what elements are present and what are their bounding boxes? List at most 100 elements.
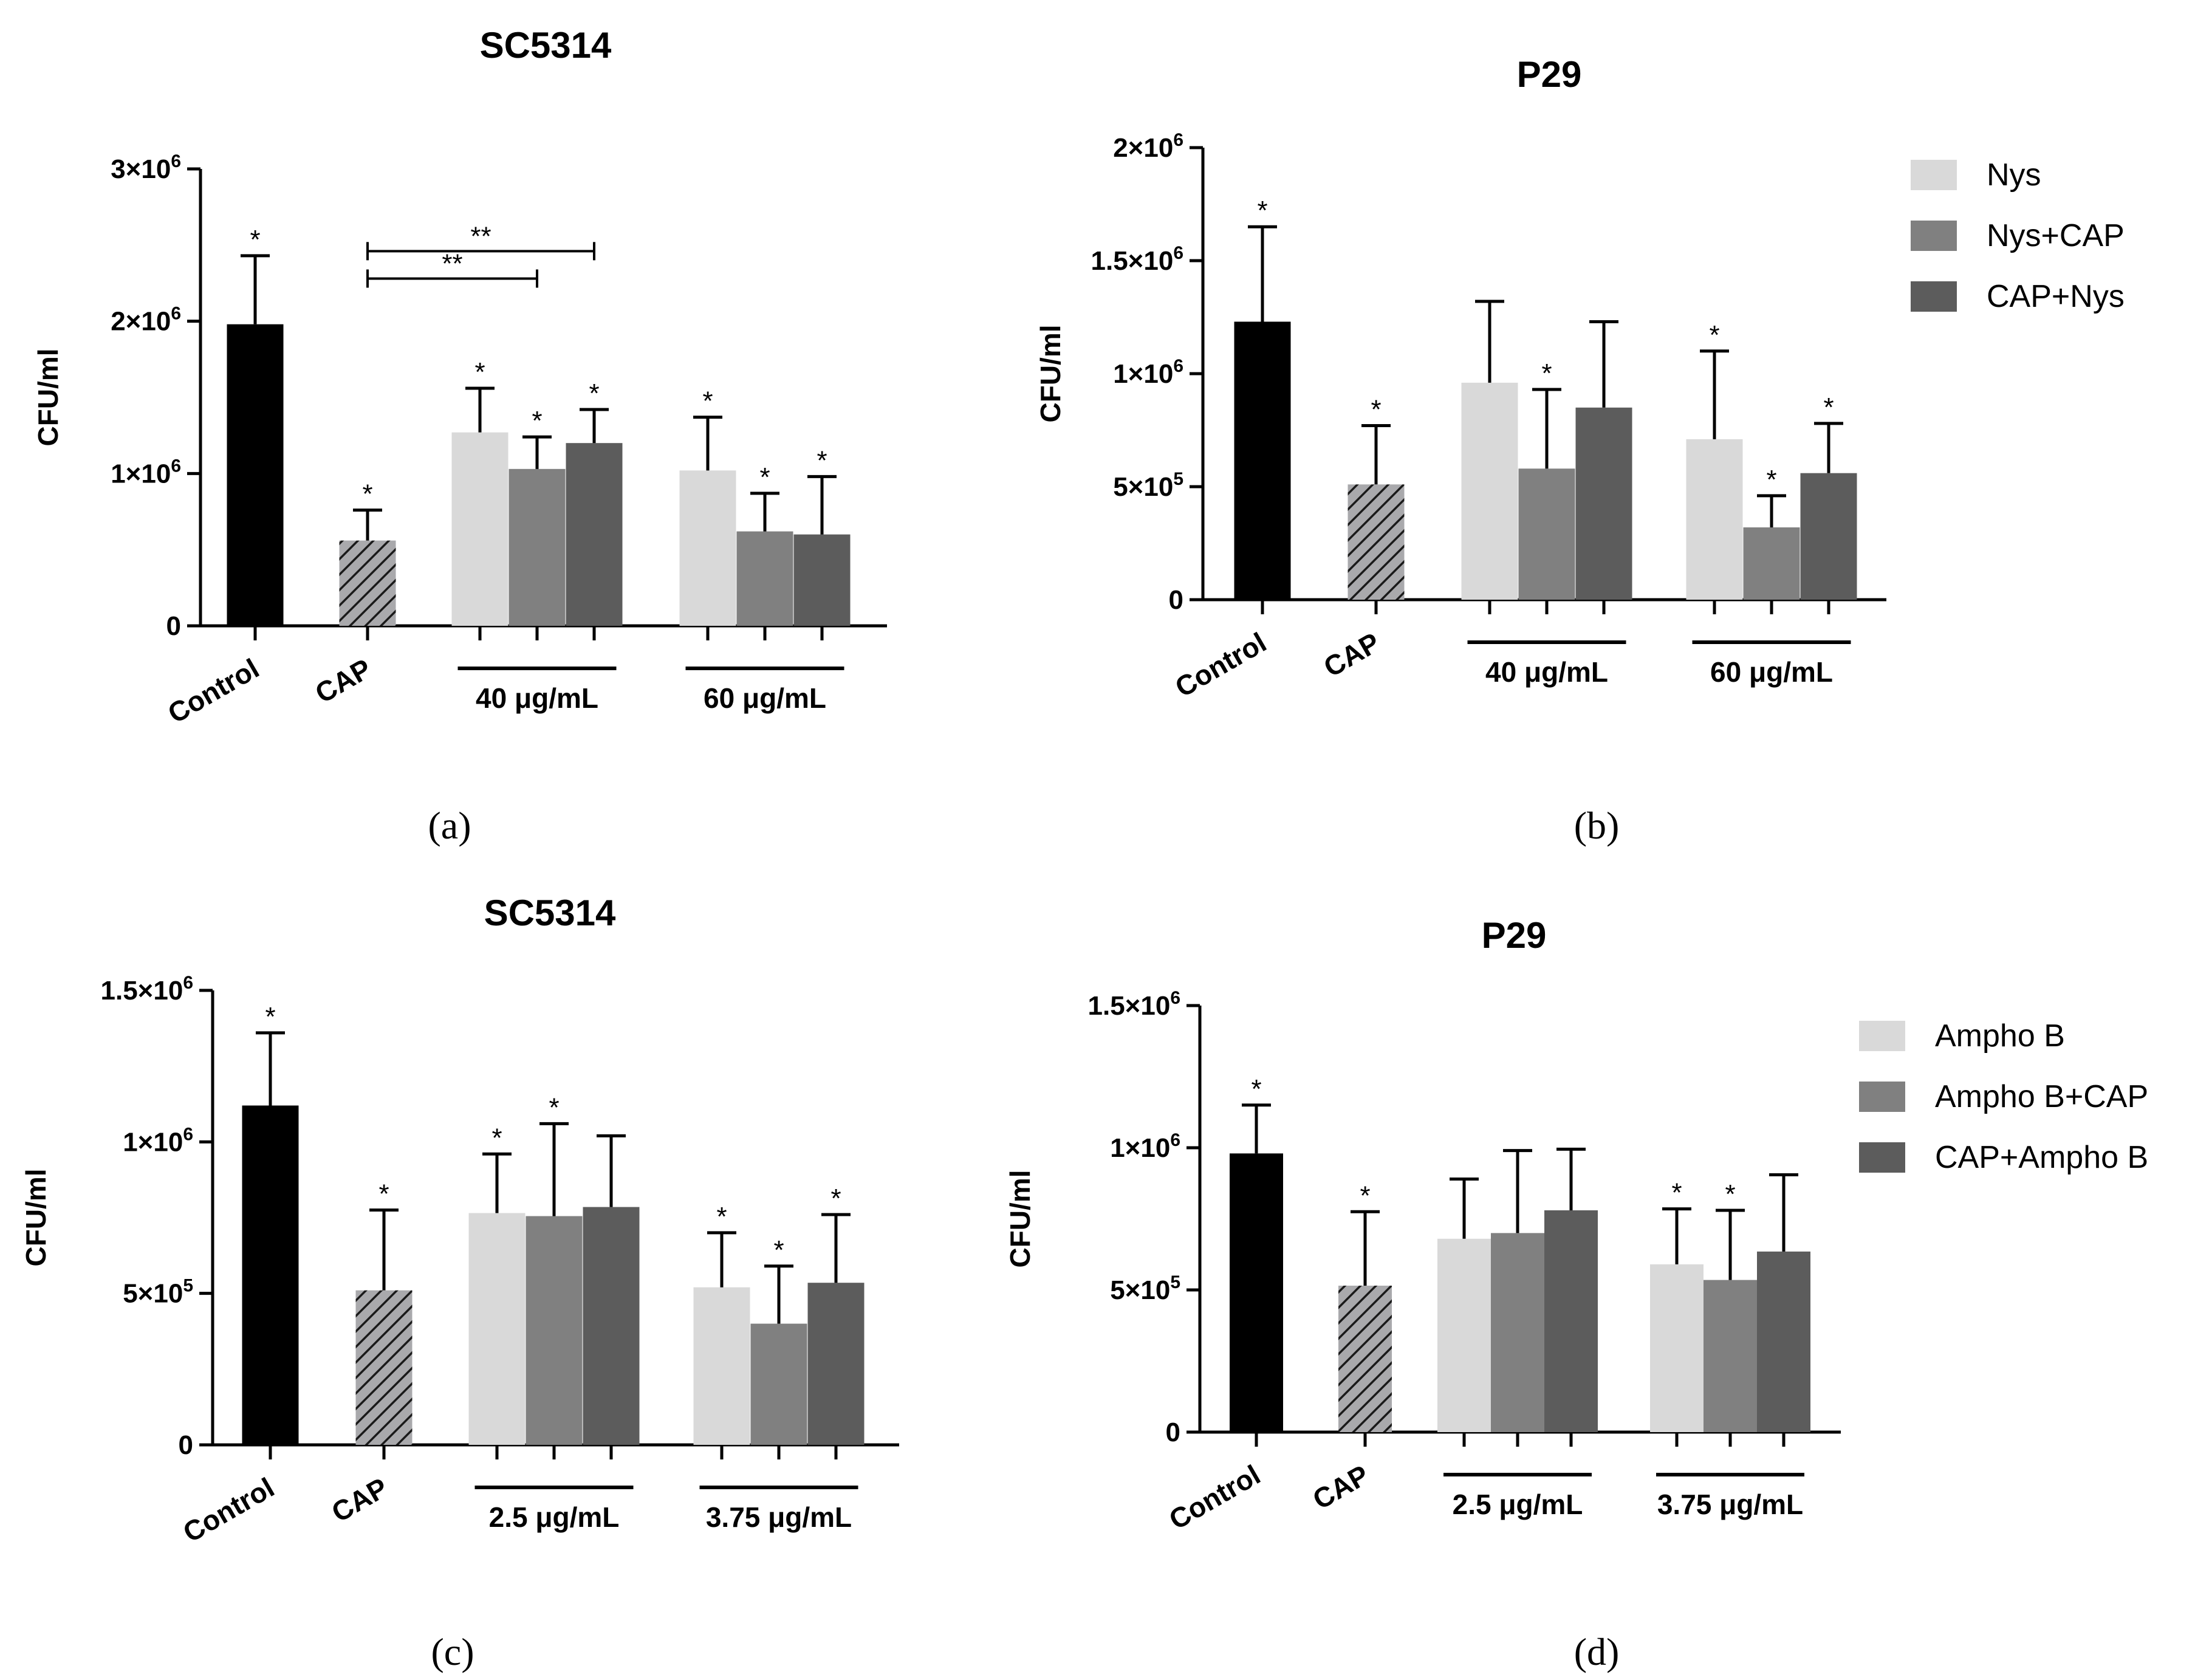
chart-title: P29 <box>1482 915 1547 956</box>
control-significance-star: * <box>1257 196 1267 225</box>
panel-d: P29 CFU/ml 0 5×105 1×106 1.5×106 * Control * CAP 2… <box>1004 915 2148 1535</box>
group2-ampho-b-cap-bar <box>1704 1280 1757 1432</box>
group1-cap-ampho-b-bar <box>583 1207 640 1445</box>
group2-ampho-b-cap-significance-star: * <box>1725 1179 1735 1209</box>
y-tick-label: 1×106 <box>1113 356 1183 389</box>
group1-nys-cap-bar <box>509 468 566 626</box>
group2-cap-nys-significance-star: * <box>817 445 827 475</box>
legend-label: Nys <box>1987 157 2041 193</box>
group1-nys-bar <box>451 432 509 626</box>
group2-nys-bar <box>1686 439 1743 600</box>
legend-label: Nys+CAP <box>1987 218 2125 253</box>
group2-nys-cap-bar <box>1743 527 1800 600</box>
panel-c: SC5314 CFU/ml 0 5×105 1×106 1.5×106 * Control * C… <box>20 893 899 1548</box>
x-label-control: Control <box>1163 1459 1265 1536</box>
control-bar <box>227 324 284 626</box>
y-axis-label: CFU/ml <box>1004 1170 1036 1268</box>
group2-nys-cap-significance-star: * <box>1766 465 1776 495</box>
x-label-cap: CAP <box>1318 626 1385 684</box>
group-label: 60 μg/mL <box>704 682 826 714</box>
x-label-control: Control <box>177 1472 279 1549</box>
group-label: 3.75 μg/mL <box>706 1501 852 1533</box>
y-tick-label: 0 <box>1169 585 1183 615</box>
group1-nys-cap-bar <box>1518 468 1575 600</box>
cap-bar <box>1347 484 1405 600</box>
chart-title: SC5314 <box>484 893 616 933</box>
legend-swatch <box>1911 160 1957 190</box>
legend-swatch <box>1911 281 1957 312</box>
group1-nys-cap-significance-star: * <box>1541 358 1552 388</box>
y-tick-label: 1.5×106 <box>1088 988 1181 1021</box>
legend-label: CAP+Ampho B <box>1935 1140 2148 1175</box>
group-label: 2.5 μg/mL <box>489 1501 620 1533</box>
panel-b: P29 CFU/ml 0 5×105 1×106 1.5×106 2×106 * Control… <box>1035 54 2125 703</box>
y-tick-label: 1.5×106 <box>1091 243 1184 276</box>
group1-nys-bar <box>1461 382 1518 600</box>
group2-cap-nys-bar <box>1800 473 1857 600</box>
group1-cap-nys-significance-star: * <box>589 379 599 408</box>
x-label-cap: CAP <box>326 1472 393 1529</box>
group2-nys-significance-star: * <box>702 386 713 416</box>
y-tick-label: 0 <box>1166 1418 1180 1447</box>
legend-swatch <box>1859 1021 1905 1051</box>
y-tick-label: 1×106 <box>111 456 181 489</box>
legend-swatch <box>1859 1142 1905 1173</box>
group2-ampho-b-cap-significance-star: * <box>773 1235 784 1265</box>
group2-cap-ampho-b-bar <box>1757 1251 1810 1432</box>
y-tick-label: 0 <box>179 1430 193 1460</box>
y-tick-label: 1.5×106 <box>101 973 194 1006</box>
chart-title: SC5314 <box>480 25 612 66</box>
group-label: 60 μg/mL <box>1710 656 1833 688</box>
control-bar <box>1230 1153 1283 1432</box>
cap-bar <box>339 540 396 626</box>
group1-nys-significance-star: * <box>474 357 485 387</box>
group1-ampho-b-significance-star: * <box>491 1123 502 1153</box>
group1-cap-nys-bar <box>566 443 623 626</box>
caption-b: (b) <box>1574 804 1620 847</box>
legend-swatch <box>1859 1082 1905 1112</box>
group2-ampho-b-cap-bar <box>750 1323 807 1445</box>
group1-ampho-b-bar <box>1437 1238 1491 1432</box>
group2-cap-nys-significance-star: * <box>1823 393 1834 422</box>
y-tick-label: 2×106 <box>1113 130 1183 163</box>
group2-nys-significance-star: * <box>1709 320 1719 350</box>
cap-significance-star: * <box>362 479 372 509</box>
control-significance-star: * <box>265 1002 275 1032</box>
significance-bracket-label: ** <box>470 221 491 251</box>
cap-bar <box>1338 1285 1392 1432</box>
group-label: 2.5 μg/mL <box>1453 1489 1583 1520</box>
y-tick-label: 1×106 <box>1110 1130 1180 1163</box>
y-tick-label: 5×105 <box>1110 1272 1180 1305</box>
y-tick-label: 1×106 <box>123 1124 193 1157</box>
significance-bracket-label: ** <box>442 249 462 278</box>
group2-ampho-b-bar <box>693 1287 750 1445</box>
group1-ampho-b-bar <box>468 1213 526 1445</box>
group1-cap-nys-bar <box>1575 407 1632 600</box>
y-tick-label: 2×106 <box>111 304 181 337</box>
chart-title: P29 <box>1517 54 1582 95</box>
group2-cap-nys-bar <box>793 534 851 626</box>
x-label-control: Control <box>1169 626 1272 704</box>
legend-swatch <box>1911 221 1957 251</box>
control-significance-star: * <box>250 225 260 255</box>
control-bar <box>242 1105 299 1445</box>
cap-significance-star: * <box>1360 1181 1370 1210</box>
cap-significance-star: * <box>378 1179 389 1209</box>
y-tick-label: 5×105 <box>123 1276 193 1309</box>
y-axis-label: CFU/ml <box>20 1169 52 1267</box>
cap-bar <box>355 1290 413 1445</box>
group-label: 3.75 μg/mL <box>1657 1489 1803 1520</box>
group-label: 40 μg/mL <box>1485 656 1608 688</box>
group2-nys-bar <box>679 470 736 626</box>
y-tick-label: 0 <box>166 611 181 641</box>
group1-ampho-b-cap-significance-star: * <box>549 1092 559 1122</box>
caption-c: (c) <box>431 1630 474 1673</box>
group2-nys-cap-significance-star: * <box>759 462 770 492</box>
cap-significance-star: * <box>1371 395 1381 425</box>
group2-ampho-b-significance-star: * <box>1671 1178 1682 1208</box>
group-label: 40 μg/mL <box>476 682 598 714</box>
control-significance-star: * <box>1251 1074 1261 1104</box>
y-axis-label: CFU/ml <box>1035 325 1066 423</box>
control-bar <box>1234 321 1291 600</box>
